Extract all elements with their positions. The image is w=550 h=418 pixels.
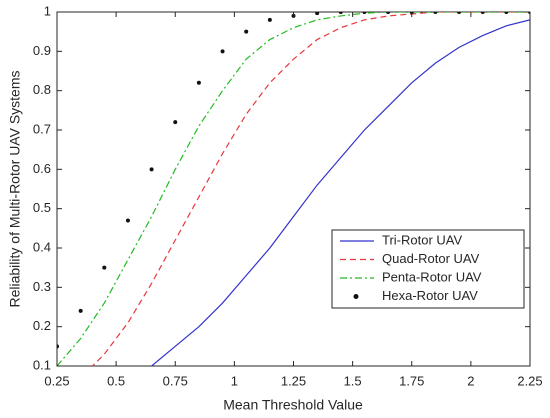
point <box>386 12 391 14</box>
y-tick-label: 0.1 <box>33 357 51 372</box>
point <box>173 120 178 125</box>
x-tick-label: 1.25 <box>281 373 306 388</box>
point <box>102 265 107 270</box>
point <box>338 12 343 14</box>
y-tick-label: 1 <box>44 3 51 18</box>
series-line <box>150 19 530 366</box>
legend-swatch <box>353 294 359 299</box>
point <box>244 29 249 34</box>
point <box>57 344 59 349</box>
plot-lines <box>57 12 530 366</box>
point <box>196 80 201 85</box>
x-tick-label: 1.5 <box>344 373 362 388</box>
x-tick-label: 2.25 <box>517 373 542 388</box>
point <box>362 12 367 14</box>
legend-label: Penta-Rotor UAV <box>382 269 482 284</box>
series-line <box>91 12 530 366</box>
y-tick-label: 0.3 <box>33 279 51 294</box>
y-tick-label: 0.6 <box>33 161 51 176</box>
legend-box <box>331 229 525 309</box>
legend-label: Quad-Rotor UAV <box>382 251 480 266</box>
y-tick-label: 0.5 <box>33 200 51 215</box>
legend-label: Hexa-Rotor UAV <box>382 288 478 303</box>
point <box>267 17 272 22</box>
y-tick-label: 0.4 <box>33 239 51 254</box>
x-tick-label: 0.5 <box>107 373 125 388</box>
point <box>78 308 83 313</box>
x-tick-label: 0.75 <box>163 373 188 388</box>
legend-label: Tri-Rotor UAV <box>382 232 463 247</box>
plot-area <box>56 11 531 367</box>
y-tick-label: 0.7 <box>33 121 51 136</box>
point <box>504 12 509 14</box>
y-axis-label: Reliability of Multi-Rotor UAV Systems <box>7 70 23 307</box>
point <box>457 12 462 14</box>
point <box>125 218 130 223</box>
x-tick-label: 1.75 <box>399 373 424 388</box>
point <box>480 12 485 14</box>
y-tick-label: 0.8 <box>33 82 51 97</box>
y-tick-label: 0.9 <box>33 43 51 58</box>
y-tick-label: 0.2 <box>33 318 51 333</box>
x-tick-label: 1 <box>231 373 238 388</box>
point <box>220 49 225 54</box>
point <box>433 12 438 14</box>
x-axis-label: Mean Threshold Value <box>223 397 363 413</box>
point <box>315 12 320 16</box>
x-tick-label: 2 <box>467 373 474 388</box>
point <box>149 167 154 172</box>
x-tick-label: 0.25 <box>44 373 69 388</box>
